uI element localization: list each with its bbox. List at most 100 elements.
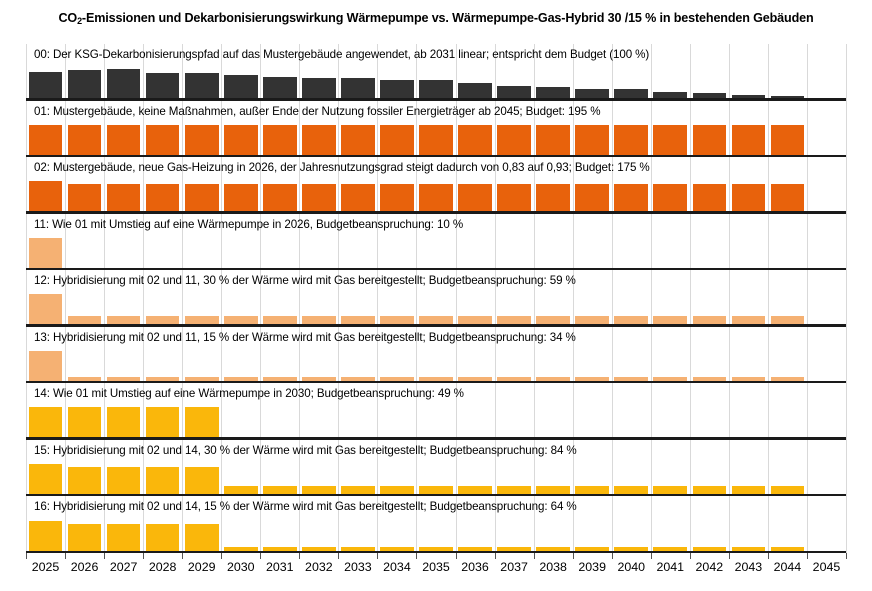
series-row-label: 00: Der KSG-Dekarbonisierungspfad auf da… (34, 48, 650, 61)
chart-title-subscript: 2 (77, 16, 82, 26)
bar (497, 316, 531, 325)
bar (302, 546, 336, 551)
bar (263, 377, 297, 381)
bar (380, 316, 414, 325)
bar (770, 485, 805, 495)
bar (223, 124, 258, 155)
axis-tick (494, 553, 496, 559)
bar (497, 85, 531, 99)
series-bars (26, 464, 846, 495)
axis-tick (182, 553, 184, 559)
axis-tick (221, 553, 223, 559)
axis-tick-label: 2042 (695, 560, 724, 574)
series-bars (26, 294, 846, 325)
axis-tick (806, 553, 808, 559)
bar (536, 377, 570, 381)
bar (575, 377, 609, 381)
axis-tick-label: 2026 (70, 560, 99, 574)
bar (575, 546, 609, 551)
axis-tick-label: 2029 (187, 560, 216, 574)
axis-tick (533, 553, 535, 559)
series-row: 00: Der KSG-Dekarbonisierungspfad auf da… (26, 44, 846, 101)
axis-tick-label: 2030 (226, 560, 255, 574)
bar (341, 485, 375, 495)
axis-tick (377, 553, 379, 559)
bar (106, 316, 141, 325)
axis-tick-label: 2027 (109, 560, 138, 574)
bar (419, 184, 453, 212)
bar (614, 546, 649, 551)
bar (575, 88, 609, 99)
bar (575, 124, 609, 155)
bar (731, 184, 766, 212)
axis-tick-label: 2045 (812, 560, 841, 574)
bar (575, 485, 609, 495)
bar (380, 79, 414, 99)
bar (341, 546, 375, 551)
axis-tick-label: 2028 (148, 560, 177, 574)
bar (28, 237, 63, 268)
x-axis: 2025 2026 2027 2028 2029 2030 2031 2032 2033 2034… (26, 553, 847, 591)
bar (458, 82, 492, 99)
bar (419, 377, 453, 381)
axis-tick (65, 553, 67, 559)
bar (497, 124, 531, 155)
axis-tick (416, 553, 418, 559)
bar (28, 124, 63, 155)
bar (302, 184, 336, 212)
axis-tick-label: 2043 (734, 560, 763, 574)
axis-tick (26, 553, 27, 559)
bar (67, 407, 102, 438)
bar (380, 184, 414, 212)
series-row-label: 11: Wie 01 mit Umstieg auf eine Wärmepum… (34, 217, 464, 231)
axis-tick-label: 2041 (656, 560, 685, 574)
bar (145, 523, 180, 551)
bar (536, 184, 570, 212)
bar (263, 316, 297, 325)
bar (263, 184, 297, 212)
bar (28, 464, 63, 495)
bar (28, 181, 63, 212)
bar (497, 546, 531, 551)
bar (419, 316, 453, 325)
row-baseline (26, 380, 846, 384)
row-baseline (26, 211, 846, 214)
bar (145, 316, 180, 325)
axis-tick-label: 2037 (500, 560, 528, 574)
row-baseline (26, 267, 846, 271)
bar (458, 124, 492, 155)
axis-tick (338, 553, 340, 559)
bar (341, 184, 375, 212)
plot-area: 00: Der KSG-Dekarbonisierungspfad auf da… (26, 44, 847, 553)
series-row: 01: Mustergebäude, keine Maßnahmen, auße… (26, 101, 846, 158)
bar (145, 407, 180, 438)
bar (653, 546, 688, 551)
bar (731, 316, 766, 325)
series-row: 16: Hybridisierung mit 02 und 14, 15 % d… (26, 496, 846, 553)
bar (575, 184, 609, 212)
bar (731, 94, 766, 99)
bar (184, 523, 219, 551)
axis-tick (104, 553, 106, 559)
bar (536, 316, 570, 325)
bar (184, 377, 219, 381)
bar (380, 377, 414, 381)
bar (223, 316, 258, 325)
gridline (846, 44, 847, 553)
bar (614, 124, 649, 155)
bar (614, 184, 649, 212)
row-baseline (26, 154, 846, 158)
axis-tick-label: 2035 (422, 560, 450, 574)
series-row-label: 13: Hybridisierung mit 02 und 11, 15 % d… (34, 330, 576, 344)
bar (692, 377, 727, 381)
bar (67, 523, 102, 551)
bar (692, 546, 727, 551)
bar (302, 78, 336, 99)
bar (497, 184, 531, 212)
bar (653, 124, 688, 155)
bar (380, 546, 414, 551)
chart-title-prefix: CO (58, 11, 78, 25)
bar (184, 316, 219, 325)
axis-tick-label: 2033 (344, 560, 372, 574)
series-row: 02: Mustergebäude, neue Gas-Heizung in 2… (26, 157, 846, 214)
